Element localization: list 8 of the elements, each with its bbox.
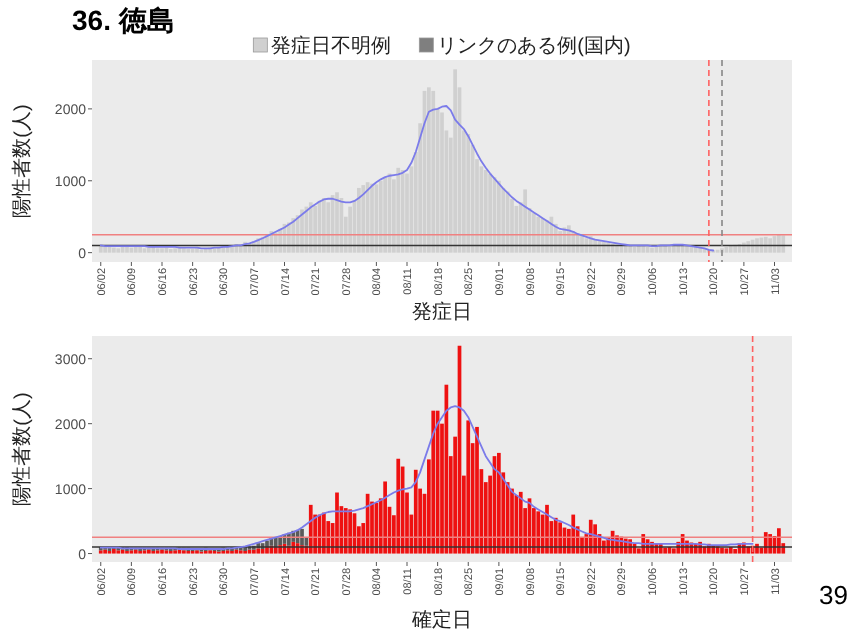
x-axis-title: 発症日 — [412, 300, 472, 324]
y-axis-title: 陽性者数(人) — [10, 392, 34, 506]
chart-title: 36. 徳島 — [72, 4, 175, 36]
legend-label: リンクのある例(国内) — [437, 34, 631, 58]
y-axis-title: 陽性者数(人) — [10, 104, 34, 218]
x-axis-title: 確定日 — [410, 608, 472, 632]
text: 39 — [819, 580, 848, 610]
legend-label: 発症日不明例 — [271, 34, 392, 58]
